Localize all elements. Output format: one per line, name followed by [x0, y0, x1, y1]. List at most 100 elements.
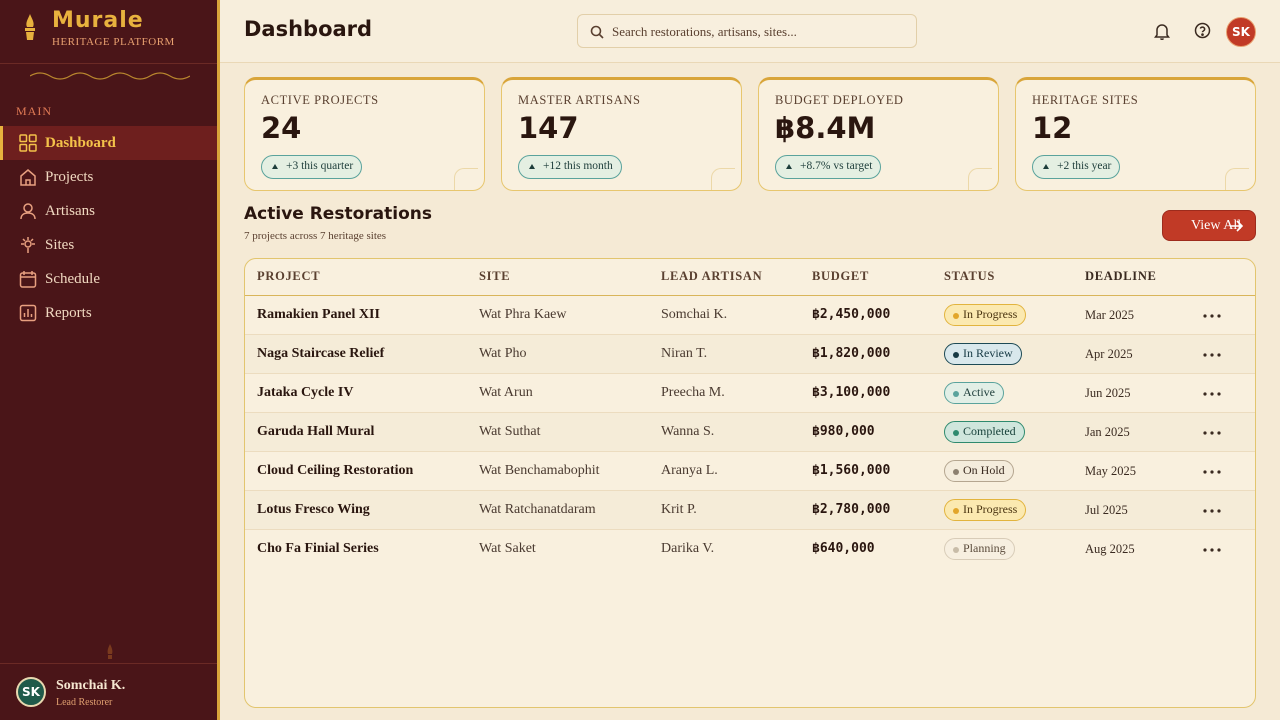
stat-change: +3 this quarter	[261, 155, 363, 179]
ornament	[711, 168, 735, 190]
stat-value: 12	[1032, 111, 1073, 145]
row-menu[interactable]	[1203, 314, 1221, 318]
row-menu[interactable]	[1203, 392, 1221, 396]
brand: Murale	[52, 8, 144, 33]
nav-label: Sites	[45, 236, 75, 253]
search-placeholder: Search restorations, artisans, sites...	[612, 24, 797, 39]
row-menu[interactable]	[1203, 431, 1221, 435]
nav-item[interactable]: Reports	[0, 296, 217, 330]
cell: Preecha M.	[661, 385, 725, 400]
ornament	[1225, 168, 1249, 190]
table-row[interactable]: Lotus Fresco Wing Wat Ratchanatdaram Krit …	[245, 491, 1255, 530]
stat-change: +2 this year	[1032, 155, 1121, 179]
cell: Wanna S.	[661, 424, 715, 439]
ornament	[30, 72, 190, 80]
section-label: MAIN	[16, 104, 52, 118]
stat-value: ฿8.4M	[775, 111, 876, 145]
column-header: LEAD ARTISAN	[661, 269, 763, 283]
cell: Lotus Fresco Wing	[257, 502, 370, 517]
row-menu[interactable]	[1203, 470, 1221, 474]
button-label: View All	[1191, 218, 1242, 233]
cell: Cho Fa Finial Series	[257, 541, 379, 556]
status-badge: In Progress	[944, 499, 1027, 521]
ornament	[107, 644, 113, 659]
nav-item[interactable]: Artisans	[0, 194, 217, 228]
table: PROJECT SITE LEAD ARTISAN BUDGET STATUS DEADL…	[244, 258, 1256, 708]
column-header: DEADLINE	[1085, 269, 1157, 283]
view-all-button[interactable]: View All	[1162, 210, 1256, 241]
status-badge: On Hold	[944, 460, 1014, 482]
cell: Aug 2025	[1085, 542, 1135, 556]
table-row[interactable]: Cloud Ceiling Restoration Wat Benchamabop…	[245, 452, 1255, 491]
table-row[interactable]: Cho Fa Finial Series Wat Saket Darika V. ฿6…	[245, 530, 1255, 569]
cell: Jul 2025	[1085, 503, 1128, 517]
row-menu[interactable]	[1203, 353, 1221, 357]
status-badge: Active	[944, 382, 1004, 404]
status-badge: In Review	[944, 343, 1022, 365]
help-button[interactable]	[1194, 22, 1211, 39]
cell: Jun 2025	[1085, 386, 1131, 400]
nav-label: Reports	[45, 304, 92, 321]
cell: Wat Suthat	[479, 424, 541, 439]
table-row[interactable]: Ramakien Panel XII Wat Phra Kaew Somchai K…	[245, 296, 1255, 335]
column-header: SITE	[479, 269, 511, 283]
stat-label: BUDGET DEPLOYED	[775, 93, 904, 107]
cell: Naga Staircase Relief	[257, 346, 385, 361]
stat-change: +12 this month	[518, 155, 622, 179]
cell: Wat Phra Kaew	[479, 307, 567, 322]
table-header: PROJECT SITE LEAD ARTISAN BUDGET STATUS DEADL…	[245, 259, 1255, 296]
stat-value: 24	[261, 111, 302, 145]
cell: ฿980,000	[812, 424, 875, 439]
stat-card: BUDGET DEPLOYED ฿8.4M +8.7% vs target	[758, 77, 999, 191]
stat-label: HERITAGE SITES	[1032, 93, 1139, 107]
nav-item[interactable]: Schedule	[0, 262, 217, 296]
user-avatar: SK	[16, 677, 46, 707]
stat-label: ACTIVE PROJECTS	[261, 93, 379, 107]
ornament	[454, 168, 478, 190]
column-header: PROJECT	[257, 269, 321, 283]
nav-item[interactable]: Dashboard	[0, 126, 217, 160]
header-avatar[interactable]: SK	[1226, 17, 1256, 47]
cell: Niran T.	[661, 346, 708, 361]
nav-item[interactable]: Sites	[0, 228, 217, 262]
cell: Krit P.	[661, 502, 697, 517]
nav-label: Artisans	[45, 202, 95, 219]
header: Dashboard Search restorations, artisans,…	[220, 0, 1280, 63]
nav-item[interactable]: Projects	[0, 160, 217, 194]
page-title: Dashboard	[244, 17, 373, 41]
user-name: Somchai K.	[56, 678, 126, 693]
status-badge: In Progress	[944, 304, 1027, 326]
stat-card: ACTIVE PROJECTS 24 +3 this quarter	[244, 77, 485, 191]
cell: ฿3,100,000	[812, 385, 891, 400]
table-row[interactable]: Naga Staircase Relief Wat Pho Niran T. ฿1,8…	[245, 335, 1255, 374]
sidebar: Murale HERITAGE PLATFORM MAIN Dashboard …	[0, 0, 220, 720]
table-row[interactable]: Garuda Hall Mural Wat Suthat Wanna S. ฿980,…	[245, 413, 1255, 452]
user-panel[interactable]: SK Somchai K. Lead Restorer	[0, 663, 217, 720]
cell: ฿1,560,000	[812, 463, 891, 478]
cell: Wat Benchamabophit	[479, 463, 600, 478]
cell: Somchai K.	[661, 307, 728, 322]
cell: ฿1,820,000	[812, 346, 891, 361]
section-title: Active Restorations	[244, 204, 432, 224]
cell: Wat Arun	[479, 385, 533, 400]
cell: Cloud Ceiling Restoration	[257, 463, 414, 478]
cell: Garuda Hall Mural	[257, 424, 375, 439]
search-box[interactable]: Search restorations, artisans, sites...	[577, 14, 917, 48]
table-row[interactable]: Jataka Cycle IV Wat Arun Preecha M. ฿3,100,…	[245, 374, 1255, 413]
cell: Darika V.	[661, 541, 715, 556]
user-role: Lead Restorer	[56, 697, 113, 708]
cell: Jan 2025	[1085, 425, 1130, 439]
row-menu[interactable]	[1203, 548, 1221, 552]
stat-label: MASTER ARTISANS	[518, 93, 641, 107]
section-subtitle: 7 projects across 7 heritage sites	[244, 230, 387, 242]
column-header: BUDGET	[812, 269, 869, 283]
stat-card: MASTER ARTISANS 147 +12 this month	[501, 77, 742, 191]
notifications-button[interactable]	[1154, 22, 1170, 40]
cell: ฿2,780,000	[812, 502, 891, 517]
row-menu[interactable]	[1203, 509, 1221, 513]
tagline: HERITAGE PLATFORM	[52, 36, 175, 48]
nav-label: Projects	[45, 168, 94, 185]
cell: Mar 2025	[1085, 308, 1134, 322]
